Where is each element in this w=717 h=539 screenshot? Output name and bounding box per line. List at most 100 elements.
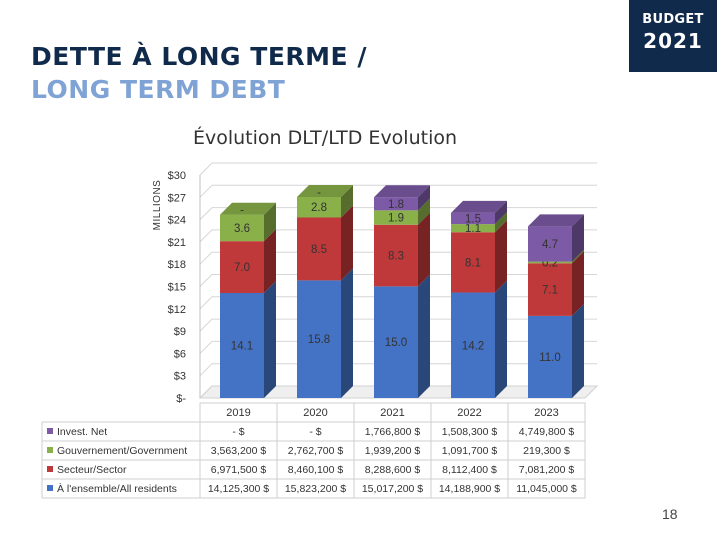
data-label: 8.3 — [388, 251, 404, 263]
legend-entry: Gouvernement/Government — [57, 445, 187, 457]
bar-segment — [220, 214, 264, 242]
data-label: 4.7 — [542, 239, 558, 251]
bar-segment — [374, 224, 418, 287]
legend-swatch — [47, 485, 53, 491]
bar-segment-side — [495, 280, 507, 398]
legend-swatch — [47, 447, 53, 453]
bar-segment-side — [495, 212, 507, 233]
bar-top — [220, 202, 276, 215]
legend-swatch — [47, 428, 53, 434]
y-tick-label: $30 — [168, 170, 186, 182]
bar-segment-side — [495, 200, 507, 225]
bar-segment — [297, 217, 341, 281]
bar-segment — [451, 224, 495, 233]
chart-title: Évolution DLT/LTD Evolution — [193, 126, 457, 149]
y-tick-label: $15 — [168, 282, 186, 294]
badge-label: BUDGET — [642, 12, 704, 27]
table-value: 8,112,400 $ — [442, 464, 497, 476]
table-value: 14,125,300 $ — [208, 483, 269, 495]
data-label: - — [240, 205, 244, 217]
table-value: - $ — [309, 426, 321, 438]
data-label: 14.2 — [462, 340, 484, 352]
table-value: 8,460,100 $ — [288, 464, 344, 476]
bar-segment-side — [341, 184, 353, 218]
table-year-label: 2021 — [380, 407, 404, 419]
data-label: 15.8 — [308, 334, 330, 346]
bar-segment-side — [572, 214, 584, 262]
bar-top — [528, 214, 584, 227]
badge-year: 2021 — [643, 29, 703, 53]
table-value: 4,749,800 $ — [519, 426, 575, 438]
bar-segment-side — [341, 268, 353, 398]
bar-segment-side — [572, 251, 584, 316]
table-value: 14,188,900 $ — [439, 483, 500, 495]
table-value: 2,762,700 $ — [288, 445, 344, 457]
table-value: 6,971,500 $ — [211, 464, 267, 476]
bar-segment-side — [418, 212, 430, 287]
budget-badge: BUDGET 2021 — [629, 0, 717, 72]
gridline — [199, 184, 597, 198]
bar-segment — [220, 241, 264, 294]
data-label: 8.5 — [311, 244, 327, 256]
table-value: 15,017,200 $ — [362, 483, 423, 495]
bar-segment-side — [341, 205, 353, 281]
legend-entry: Invest. Net — [57, 426, 107, 438]
legend-entry: À l'ensemble/All residents — [57, 482, 177, 495]
bar-segment — [374, 286, 418, 398]
bar-top — [451, 200, 507, 213]
bar-top — [374, 185, 430, 198]
table-value: 8,288,600 $ — [365, 464, 421, 476]
table-value: - $ — [232, 426, 244, 438]
table-value: 11,045,000 $ — [516, 483, 577, 495]
table-value: 15,823,200 $ — [285, 483, 346, 495]
bar-segment — [528, 261, 572, 264]
table-value: 219,300 $ — [523, 445, 570, 457]
bar-segment-side — [264, 229, 276, 294]
table-value: 1,766,800 $ — [365, 426, 421, 438]
table-year-label: 2019 — [226, 407, 250, 419]
data-label: 1.1 — [465, 223, 481, 235]
y-tick-label: $6 — [174, 348, 186, 360]
table-year-label: 2023 — [534, 407, 558, 419]
table-value: 3,563,200 $ — [211, 445, 267, 457]
data-label: 3.6 — [234, 223, 250, 235]
bar-segment-side — [264, 281, 276, 398]
y-tick-label: $27 — [168, 192, 186, 204]
bar-segment-side — [418, 274, 430, 398]
y-tick-label: $3 — [174, 371, 186, 383]
bar-segment-side — [495, 220, 507, 293]
bar-segment — [451, 232, 495, 293]
table-year-label: 2020 — [303, 407, 327, 419]
data-label: 1.9 — [388, 213, 404, 225]
gridline — [199, 162, 597, 176]
data-label: 7.0 — [234, 262, 250, 274]
page-title-en: LONG TERM DEBT — [31, 75, 286, 104]
data-label: 7.1 — [542, 285, 558, 297]
bar-segment-side — [418, 185, 430, 211]
bar-segment — [220, 293, 264, 398]
bar-segment — [528, 263, 572, 316]
bar-segment — [451, 212, 495, 225]
y-tick-label: $- — [176, 393, 186, 405]
data-label: 1.5 — [465, 214, 481, 226]
y-tick-label: $24 — [168, 215, 186, 227]
y-tick-label: $18 — [168, 259, 186, 271]
table-value: 1,508,300 $ — [442, 426, 498, 438]
legend-entry: Secteur/Sector — [57, 464, 127, 476]
bar-segment — [297, 196, 341, 218]
table-value: 1,091,700 $ — [442, 445, 498, 457]
table-value: 1,939,200 $ — [365, 445, 421, 457]
bar-segment-side — [264, 202, 276, 242]
bar-segment — [374, 210, 418, 225]
table-cell — [507, 478, 586, 499]
data-label: 8.1 — [465, 257, 481, 269]
data-label: 15.0 — [385, 337, 407, 349]
bar-segment — [451, 292, 495, 398]
data-label: 2.8 — [311, 202, 327, 214]
bar-segment-side — [572, 249, 584, 264]
bar-segment-side — [572, 303, 584, 398]
legend-swatch — [47, 466, 53, 472]
data-label: 14.1 — [231, 341, 253, 353]
page-number: 18 — [662, 506, 678, 522]
bar-segment — [528, 315, 572, 398]
